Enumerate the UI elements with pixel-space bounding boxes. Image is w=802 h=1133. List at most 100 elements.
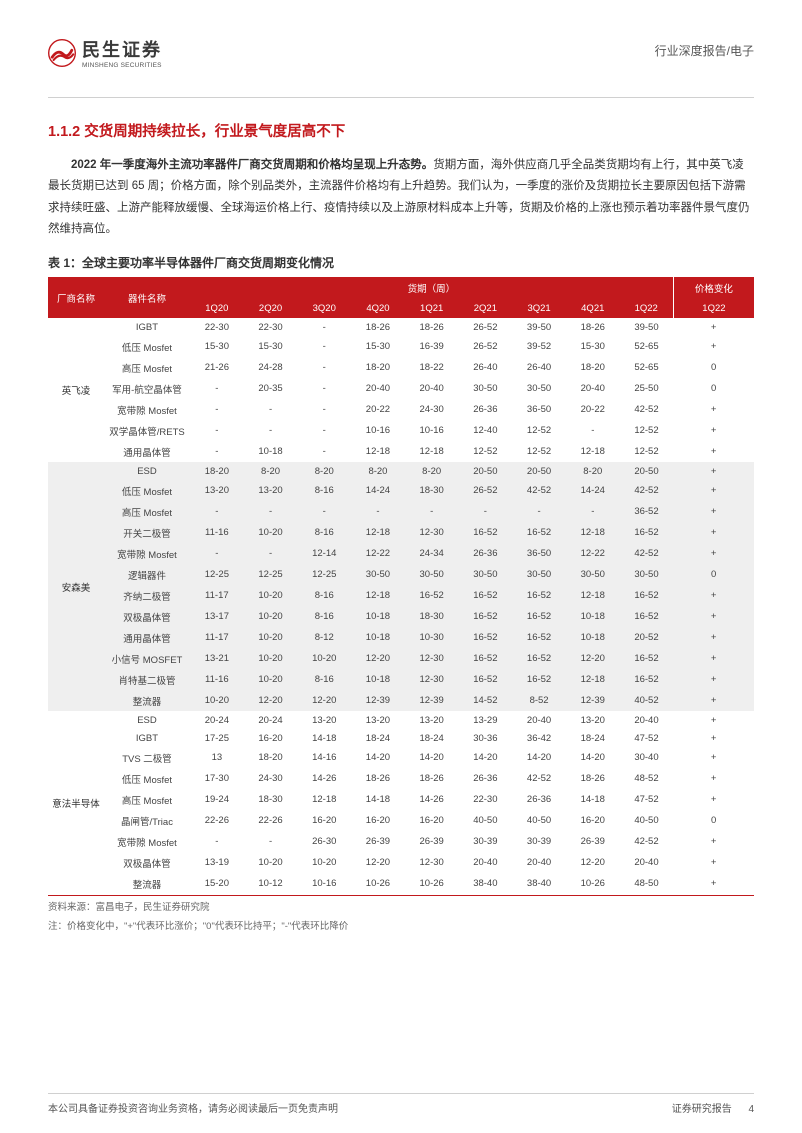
cell-device: 低压 Mosfet [104, 336, 190, 357]
th-period-group: 货期（周） [190, 277, 673, 299]
cell-value: 16-20 [405, 810, 459, 831]
cell-value: 12-20 [244, 690, 298, 711]
table-body: 英飞凌IGBT22-3022-30-18-2618-2626-5239-5018… [48, 318, 754, 894]
cell-value: 10-30 [405, 627, 459, 648]
cell-value: 38-40 [512, 873, 566, 894]
cell-value: 10-26 [351, 873, 405, 894]
th-quarter: 4Q20 [351, 299, 405, 318]
cell-value: 14-26 [405, 789, 459, 810]
cell-value: 18-22 [405, 357, 459, 378]
cell-value: 30-50 [405, 564, 459, 585]
table-row: 高压 Mosfet19-2418-3012-1814-1814-2622-302… [48, 789, 754, 810]
cell-value: 12-18 [297, 789, 351, 810]
footer-disclaimer: 本公司具备证券投资咨询业务资格，请务必阅读最后一页免责声明 [48, 1100, 338, 1115]
cell-value: 10-20 [244, 522, 298, 543]
cell-value: 13-20 [351, 711, 405, 729]
cell-value: 42-52 [620, 399, 674, 420]
cell-device: 宽带隙 Mosfet [104, 543, 190, 564]
cell-device: ESD [104, 462, 190, 480]
th-price-group: 价格变化 [673, 277, 754, 299]
body-paragraph: 2022 年一季度海外主流功率器件厂商交货周期和价格均呈现上升态势。货期方面，海… [48, 155, 754, 240]
table-row: 小信号 MOSFET13-2110-2010-2012-2012-3016-52… [48, 648, 754, 669]
cell-value: 14-26 [297, 768, 351, 789]
th-vendor: 厂商名称 [48, 277, 104, 318]
cell-value: 12-18 [351, 522, 405, 543]
cell-value: 12-18 [351, 585, 405, 606]
cell-price-change: 0 [673, 357, 754, 378]
cell-value: 12-39 [566, 690, 620, 711]
cell-value: 21-26 [190, 357, 244, 378]
section-title: 1.1.2 交货周期持续拉长，行业景气度居高不下 [48, 120, 754, 141]
cell-value: 26-36 [459, 768, 513, 789]
cell-device: 双极晶体管 [104, 606, 190, 627]
cell-value: 16-20 [566, 810, 620, 831]
cell-value: - [297, 336, 351, 357]
th-quarter: 1Q21 [405, 299, 459, 318]
cell-value: 10-16 [351, 420, 405, 441]
table-row: 高压 Mosfet--------36-52+ [48, 501, 754, 522]
table-row: 逻辑器件12-2512-2512-2530-5030-5030-5030-503… [48, 564, 754, 585]
cell-value: 40-50 [459, 810, 513, 831]
cell-value: 14-16 [297, 747, 351, 768]
cell-value: 42-52 [620, 831, 674, 852]
cell-value: 18-30 [244, 789, 298, 810]
cell-value: 22-30 [190, 318, 244, 336]
cell-value: 30-50 [459, 378, 513, 399]
cell-value: 11-16 [190, 522, 244, 543]
cell-value: 47-52 [620, 789, 674, 810]
cell-value: 18-20 [190, 462, 244, 480]
cell-value: 40-50 [620, 810, 674, 831]
cell-value: 30-50 [351, 564, 405, 585]
cell-value: - [297, 378, 351, 399]
cell-value: 20-40 [351, 378, 405, 399]
footer-page-number: 4 [748, 1104, 754, 1115]
cell-value: 40-52 [620, 690, 674, 711]
cell-price-change: + [673, 336, 754, 357]
cell-value: - [244, 831, 298, 852]
cell-value: 14-52 [459, 690, 513, 711]
cell-value: 18-20 [244, 747, 298, 768]
cell-value: 16-52 [459, 585, 513, 606]
table-row: 双极晶体管13-1910-2010-2012-2012-3020-4020-40… [48, 852, 754, 873]
cell-value: 40-50 [512, 810, 566, 831]
cell-device: IGBT [104, 318, 190, 336]
cell-value: 20-50 [512, 462, 566, 480]
cell-value: 20-40 [620, 852, 674, 873]
cell-value: 20-22 [566, 399, 620, 420]
table-row: 齐纳二极管11-1710-208-1612-1816-5216-5216-521… [48, 585, 754, 606]
cell-value: 8-20 [244, 462, 298, 480]
cell-value: 18-24 [566, 729, 620, 747]
cell-price-change: + [673, 852, 754, 873]
cell-value: 12-30 [405, 669, 459, 690]
cell-value: 20-40 [512, 852, 566, 873]
cell-value: 12-25 [297, 564, 351, 585]
cell-value: 26-40 [459, 357, 513, 378]
cell-value: 16-52 [512, 669, 566, 690]
cell-value: 16-20 [351, 810, 405, 831]
cell-value: 10-18 [351, 669, 405, 690]
cell-value: 17-25 [190, 729, 244, 747]
cell-price-change: + [673, 543, 754, 564]
cell-value: 10-20 [190, 690, 244, 711]
cell-value: 18-24 [405, 729, 459, 747]
th-price-quarter: 1Q22 [673, 299, 754, 318]
cell-value: 22-26 [244, 810, 298, 831]
table-row: 低压 Mosfet17-3024-3014-2618-2618-2626-364… [48, 768, 754, 789]
cell-value: 13-21 [190, 648, 244, 669]
cell-value: 26-39 [566, 831, 620, 852]
cell-value: 30-50 [512, 378, 566, 399]
cell-price-change: + [673, 648, 754, 669]
table-row: 整流器10-2012-2012-2012-3912-3914-528-5212-… [48, 690, 754, 711]
cell-value: 13-20 [566, 711, 620, 729]
cell-value: 16-52 [512, 648, 566, 669]
cell-value: 10-20 [244, 627, 298, 648]
leadtime-table: 厂商名称 器件名称 货期（周） 价格变化 1Q202Q203Q204Q201Q2… [48, 277, 754, 894]
cell-value: 17-30 [190, 768, 244, 789]
cell-value: 8-20 [297, 462, 351, 480]
cell-value: - [244, 420, 298, 441]
cell-value: 39-50 [512, 318, 566, 336]
cell-value: 13-20 [297, 711, 351, 729]
cell-value: 13-20 [244, 480, 298, 501]
cell-value: - [297, 318, 351, 336]
cell-value: 12-52 [512, 420, 566, 441]
